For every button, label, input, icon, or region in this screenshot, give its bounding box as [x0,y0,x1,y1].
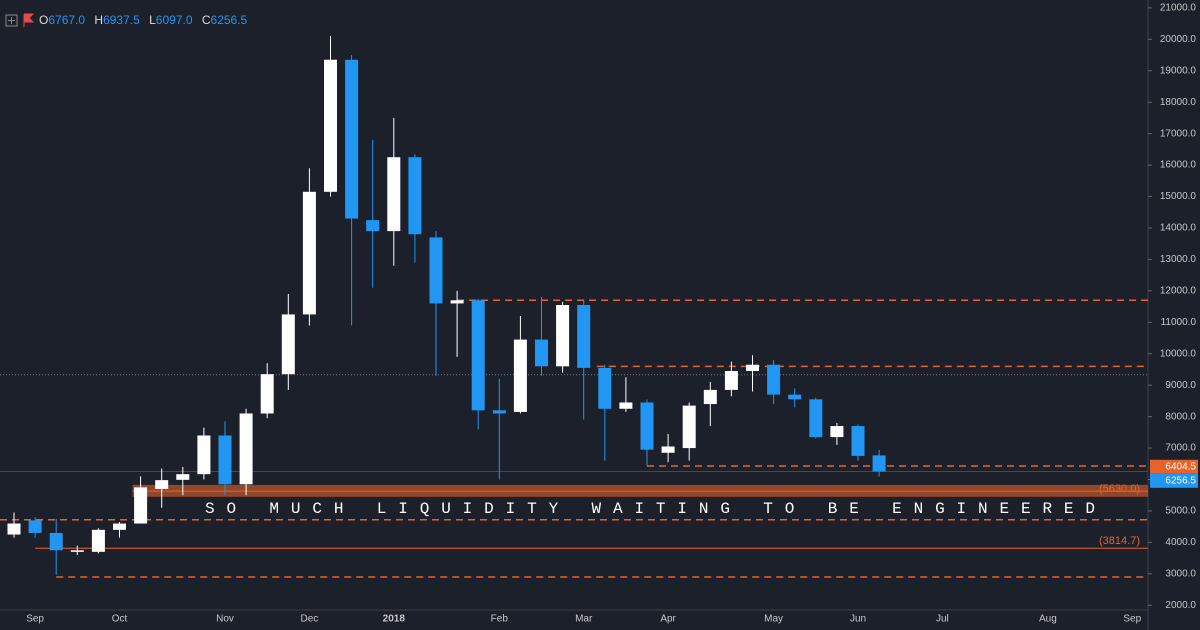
y-tick-label: 2000.0 [1165,600,1196,611]
header-value: 6937.5 [103,13,140,27]
y-tick-label: 20000.0 [1160,34,1197,45]
y-tick-label: 3000.0 [1165,568,1196,579]
x-tick-label: Feb [491,614,509,625]
x-tick-label: Nov [216,614,234,625]
y-tick-label: 15000.0 [1160,191,1197,202]
candle-body [535,339,548,367]
header-value: 6097.0 [156,13,193,27]
candle-body [260,374,274,414]
candle-body [28,520,42,533]
candle-body [387,157,401,232]
candle-body [49,532,63,551]
zone-label: (5630.0) [1099,483,1140,495]
x-tick-label: Mar [575,614,593,625]
x-tick-label: Sep [1123,614,1141,625]
icon-flag [23,13,35,27]
ohlc-header: O6767.0 H6937.5 L6097.0 C6256.5 [39,13,248,27]
candle-body [513,339,527,412]
x-tick-label: Jul [936,614,949,625]
candle-body [155,480,169,489]
candle-body [7,523,21,535]
candle-body [218,435,232,485]
header-value: 6256.5 [211,13,248,27]
header-key: C [202,13,211,27]
y-tick-label: 8000.0 [1165,411,1196,422]
candle-body [134,487,148,524]
candle-body [872,455,886,472]
level-label: (3814.7) [1099,535,1140,547]
candle-body [450,300,464,304]
header-key: H [94,13,103,27]
candle-body [281,314,295,375]
price-tag [1150,459,1198,474]
y-tick-label: 4000.0 [1165,537,1196,548]
candle-body [324,59,337,192]
x-tick-label: Sep [26,614,44,625]
x-tick-label: Dec [301,614,319,625]
x-tick-label: Jun [850,614,866,625]
candle-body [830,426,844,438]
icon-box [5,14,18,27]
y-tick-label: 9000.0 [1165,380,1196,391]
x-tick-label: Aug [1039,614,1057,625]
candle-body [767,364,781,395]
candle-body [661,446,675,453]
candle-body [366,220,380,232]
candle-body [788,394,802,400]
candle-body [302,191,316,315]
candle-body [239,413,253,485]
candle-body [70,550,84,552]
x-tick-label: Apr [660,614,676,625]
candle-body [640,402,654,450]
candle-body [556,305,570,367]
y-tick-label: 13000.0 [1160,254,1197,265]
y-tick-label: 17000.0 [1160,128,1197,139]
price-tag-label: 6256.5 [1165,475,1196,486]
candle-body [408,157,422,235]
candle-body [703,389,717,405]
candle-body [429,237,443,304]
candle-body [176,474,190,480]
candle-body [577,305,591,368]
candle-body [492,410,506,414]
y-tick-label: 10000.0 [1160,348,1197,359]
y-tick-label: 5000.0 [1165,506,1196,517]
y-tick-label: 21000.0 [1160,3,1197,14]
candle-body [619,402,633,409]
y-tick-label: 18000.0 [1160,97,1197,108]
price-tag-label: 6404.5 [1165,461,1196,472]
y-tick-label: 11000.0 [1161,317,1197,328]
header-value: 6767.0 [48,13,85,27]
x-tick-label: May [764,614,783,625]
y-tick-label: 7000.0 [1165,443,1196,454]
y-tick-label: 14000.0 [1160,223,1197,234]
price-tag [1150,473,1198,488]
header-key: O [39,13,48,27]
x-tick-label: Oct [112,614,128,625]
candle-body [724,371,738,390]
header-key: L [149,13,156,27]
candle-body [682,405,696,449]
candle-body [471,300,485,411]
candle-body [345,59,359,219]
y-tick-label: 16000.0 [1160,160,1197,171]
candle-body [91,529,105,552]
candle-body [809,399,823,438]
candle-body [746,364,759,372]
symbol-icon [5,13,35,27]
y-tick-label: 12000.0 [1160,285,1197,296]
candle-body [598,367,612,409]
y-tick-label: 19000.0 [1160,65,1197,76]
x-tick-label: 2018 [383,614,406,625]
candle-body [851,426,865,456]
candle-body [197,435,211,475]
candle-body [113,523,126,530]
